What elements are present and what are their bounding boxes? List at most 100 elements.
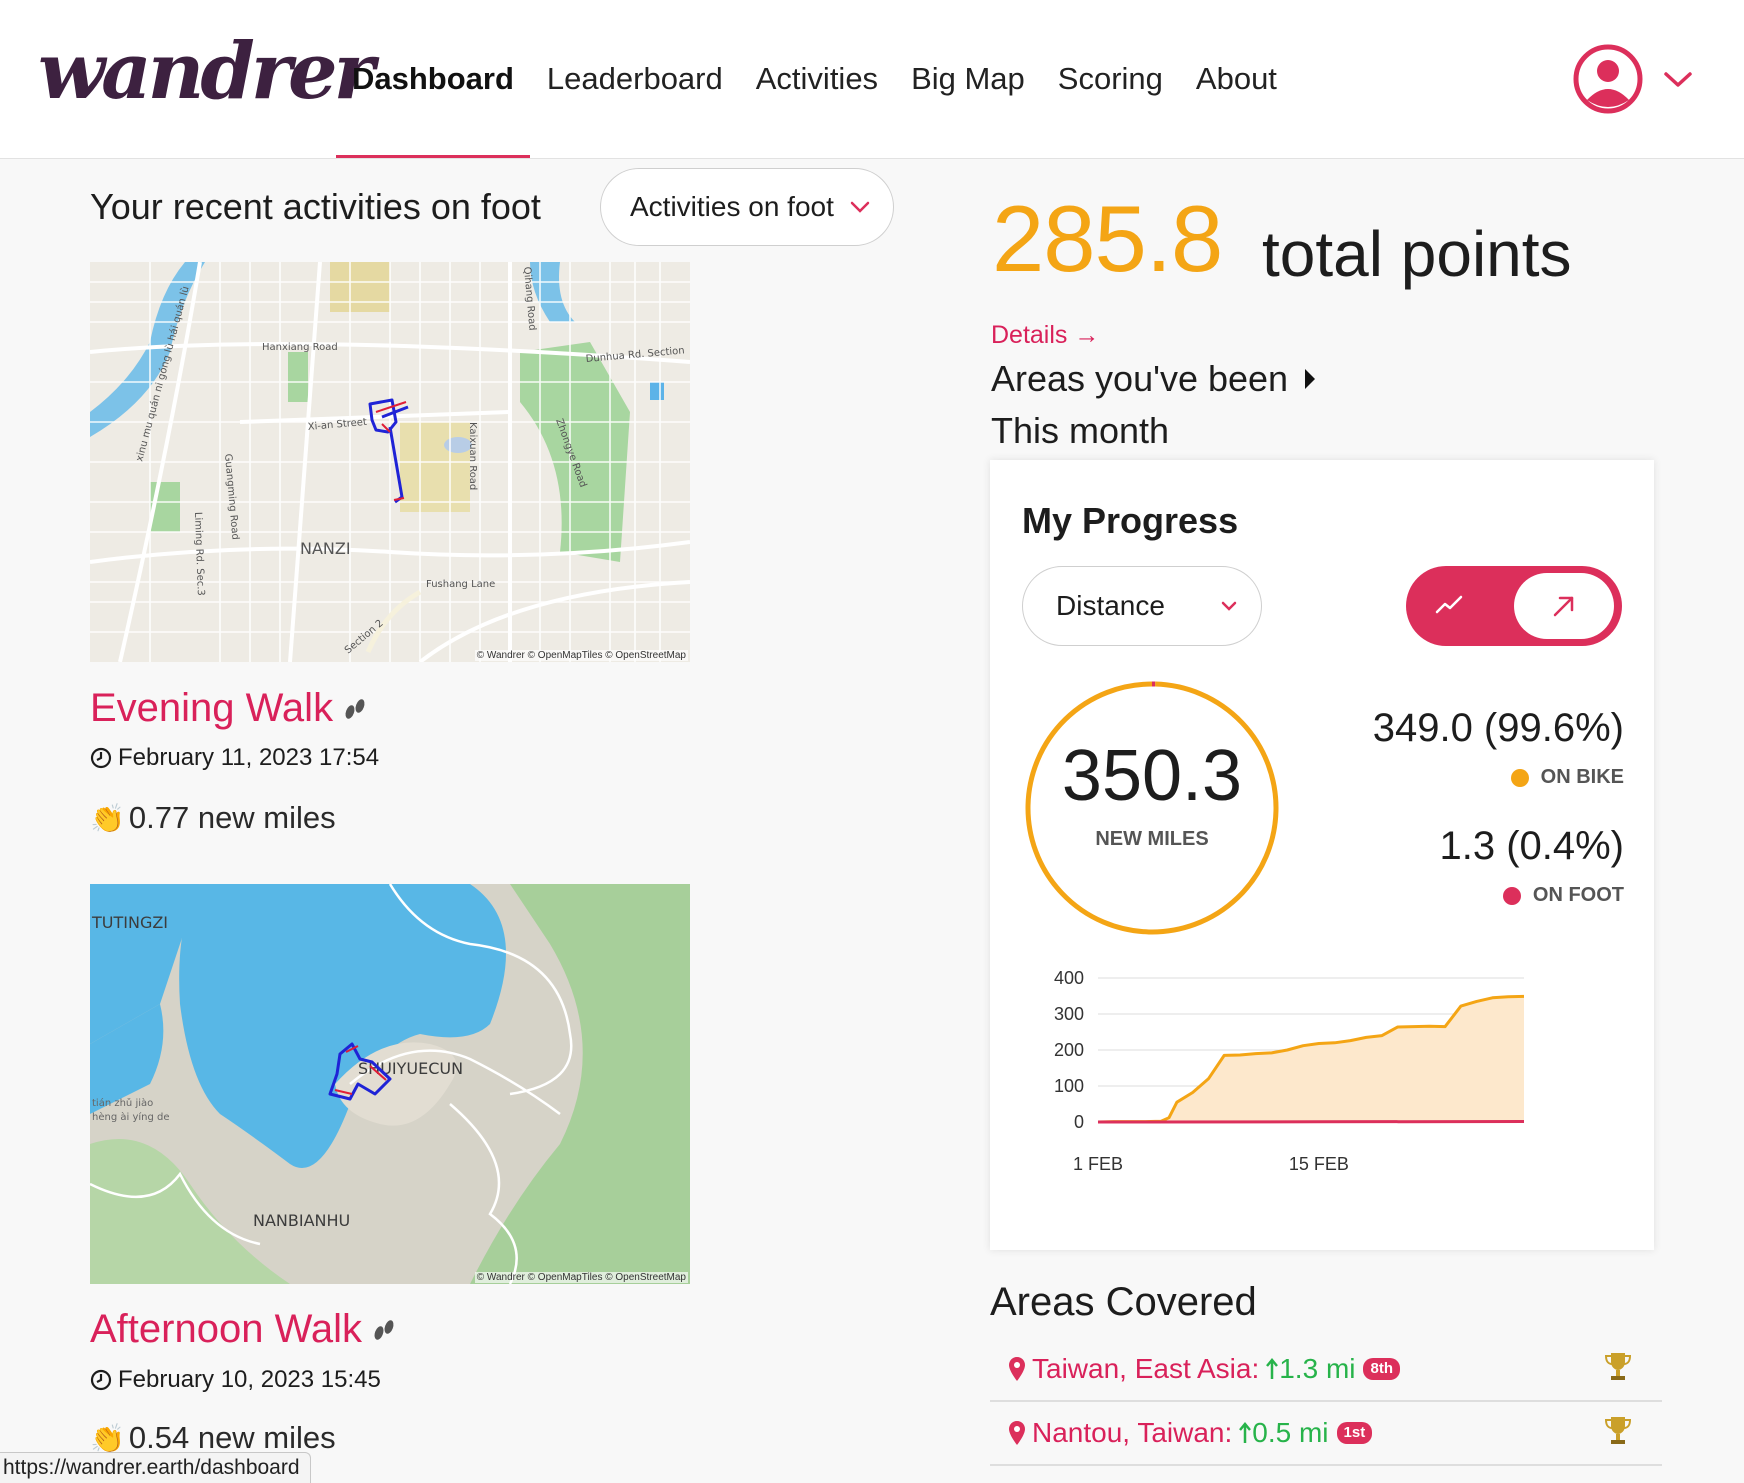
cumulative-option[interactable] xyxy=(1514,573,1614,639)
progress-title: My Progress xyxy=(1022,500,1238,542)
status-bar-url: https://wandrer.earth/dashboard xyxy=(0,1452,311,1483)
activity-title[interactable]: Afternoon Walk xyxy=(90,1307,362,1352)
area-gain-text: 1.3 mi xyxy=(1279,1353,1355,1385)
nav-big-map[interactable]: Big Map xyxy=(911,0,1025,158)
area-gain-text: 0.5 mi xyxy=(1252,1417,1328,1449)
arrow-up-icon xyxy=(1238,1421,1252,1445)
area-separator: : xyxy=(1225,1417,1233,1449)
areas-been-toggle[interactable]: Areas you've been xyxy=(991,358,1316,400)
bike-legend-dot xyxy=(1511,769,1529,787)
clock-icon xyxy=(90,1369,112,1391)
total-new-miles-label: NEW MILES xyxy=(1022,828,1282,851)
chevron-down-icon xyxy=(850,201,870,213)
activity-date-text: February 10, 2023 15:45 xyxy=(118,1366,381,1394)
progress-card: My Progress Distance 350.3 NEW MILES 349… xyxy=(990,460,1654,1250)
bike-miles-label: ON BIKE xyxy=(1511,766,1624,789)
chevron-down-icon[interactable] xyxy=(1663,69,1693,89)
activity-date: February 11, 2023 17:54 xyxy=(90,744,379,772)
chart-y-tick: 0 xyxy=(1074,1112,1084,1132)
activity-title-link[interactable]: Evening Walk xyxy=(90,686,369,731)
total-points-value: 285.8 xyxy=(992,192,1222,286)
nav-activities[interactable]: Activities xyxy=(756,0,878,158)
line-chart-icon[interactable] xyxy=(1434,590,1464,620)
rank-badge: 8th xyxy=(1363,1358,1400,1380)
activity-map-2[interactable]: TUTINGZI SHUIYUECUN NANBIANHU tián zhǔ j… xyxy=(90,884,690,1284)
details-link[interactable]: Details → xyxy=(991,321,1099,350)
arrow-up-icon xyxy=(1265,1357,1279,1381)
area-name-link[interactable]: Nantou, Taiwan xyxy=(1032,1417,1225,1449)
nav-about[interactable]: About xyxy=(1196,0,1277,158)
activity-title-link[interactable]: Afternoon Walk xyxy=(90,1307,398,1352)
area-name-link[interactable]: Taiwan, East Asia xyxy=(1032,1353,1251,1385)
area-gain: 0.5 mi xyxy=(1238,1417,1328,1449)
nav-leaderboard[interactable]: Leaderboard xyxy=(547,0,723,158)
trophy-icon[interactable] xyxy=(1604,1414,1632,1446)
activity-date-text: February 11, 2023 17:54 xyxy=(118,744,379,772)
foot-miles-value: 1.3 (0.4%) xyxy=(1439,824,1624,869)
bike-miles-value: 349.0 (99.6%) xyxy=(1373,706,1624,751)
areas-been-label: Areas you've been xyxy=(991,358,1288,400)
activity-map-1[interactable]: Hanxiang Road Xi-an Street NANZI Fushang… xyxy=(90,262,690,662)
map-label: Kaixuan Road xyxy=(467,422,478,490)
map-label: hèng ài yíng de xyxy=(92,1111,170,1123)
chart-x-tick: 1 FEB xyxy=(1073,1154,1123,1174)
chevron-down-icon xyxy=(1221,601,1237,611)
activity-type-value: Activities on foot xyxy=(630,191,834,223)
map-label: tián zhǔ jiào xyxy=(92,1097,153,1109)
map-pin-icon xyxy=(1008,1356,1026,1382)
chart-y-tick: 100 xyxy=(1054,1076,1084,1096)
trophy-icon[interactable] xyxy=(1604,1350,1632,1382)
user-menu[interactable] xyxy=(1573,44,1693,114)
areas-covered-title: Areas Covered xyxy=(990,1280,1257,1325)
chart-y-tick: 400 xyxy=(1054,968,1084,988)
map-pin-icon xyxy=(1008,1420,1026,1446)
chart-y-tick: 200 xyxy=(1054,1040,1084,1060)
activity-type-dropdown[interactable]: Activities on foot xyxy=(600,168,894,246)
map-attribution[interactable]: © Wandrer © OpenMapTiles © OpenStreetMap xyxy=(475,1272,688,1283)
rank-badge: 1st xyxy=(1337,1422,1373,1444)
map-label: NANZI xyxy=(300,539,351,558)
area-row: Taiwan, East Asia : 1.3 mi 8th xyxy=(990,1338,1662,1402)
total-new-miles-value: 350.3 xyxy=(1022,740,1282,812)
area-row: Nantou, Taiwan : 0.5 mi 1st xyxy=(990,1402,1662,1466)
foot-legend-dot xyxy=(1503,887,1521,905)
top-header: wandrer Dashboard Leaderboard Activities… xyxy=(0,0,1744,159)
activity-new-miles: 👏 0.77 new miles xyxy=(90,800,336,836)
map-label: Hanxiang Road xyxy=(262,342,338,353)
clapping-hands-icon: 👏 xyxy=(90,802,125,835)
chart-y-tick: 300 xyxy=(1054,1004,1084,1024)
caret-right-icon xyxy=(1304,368,1316,390)
activity-title[interactable]: Evening Walk xyxy=(90,686,333,731)
user-avatar-icon[interactable] xyxy=(1573,44,1643,114)
map-label: TUTINGZI xyxy=(91,913,168,932)
map-attribution[interactable]: © Wandrer © OpenMapTiles © OpenStreetMap xyxy=(475,650,688,661)
activity-new-miles: 👏 0.54 new miles xyxy=(90,1420,336,1456)
activity-new-miles-text: 0.54 new miles xyxy=(129,1420,336,1456)
total-points-label: total points xyxy=(1262,222,1572,286)
chart-area-bike xyxy=(1098,996,1524,1122)
recent-activities-title: Your recent activities on foot xyxy=(90,186,541,228)
activity-date: February 10, 2023 15:45 xyxy=(90,1366,381,1394)
activity-new-miles-text: 0.77 new miles xyxy=(129,800,336,836)
wandrer-logo[interactable]: wandrer xyxy=(38,22,328,122)
metric-dropdown[interactable]: Distance xyxy=(1022,566,1262,646)
foot-miles-label: ON FOOT xyxy=(1503,884,1624,907)
area-separator: : xyxy=(1251,1353,1259,1385)
main-nav: Dashboard Leaderboard Activities Big Map… xyxy=(352,0,1310,158)
footprints-icon xyxy=(341,695,369,723)
nav-scoring[interactable]: Scoring xyxy=(1058,0,1163,158)
clapping-hands-icon: 👏 xyxy=(90,1422,125,1455)
period-label: This month xyxy=(991,410,1169,452)
footprints-icon xyxy=(370,1316,398,1344)
clock-icon xyxy=(90,747,112,769)
foot-label-text: ON FOOT xyxy=(1533,884,1624,907)
bike-label-text: ON BIKE xyxy=(1541,766,1624,789)
chart-mode-toggle[interactable] xyxy=(1406,566,1622,646)
nav-dashboard[interactable]: Dashboard xyxy=(352,0,514,158)
arrow-up-right-icon xyxy=(1550,592,1578,620)
area-gain: 1.3 mi xyxy=(1265,1353,1355,1385)
metric-value: Distance xyxy=(1056,590,1165,622)
logo-wordmark: wandrer xyxy=(38,33,371,111)
map-label: Fushang Lane xyxy=(426,579,495,590)
